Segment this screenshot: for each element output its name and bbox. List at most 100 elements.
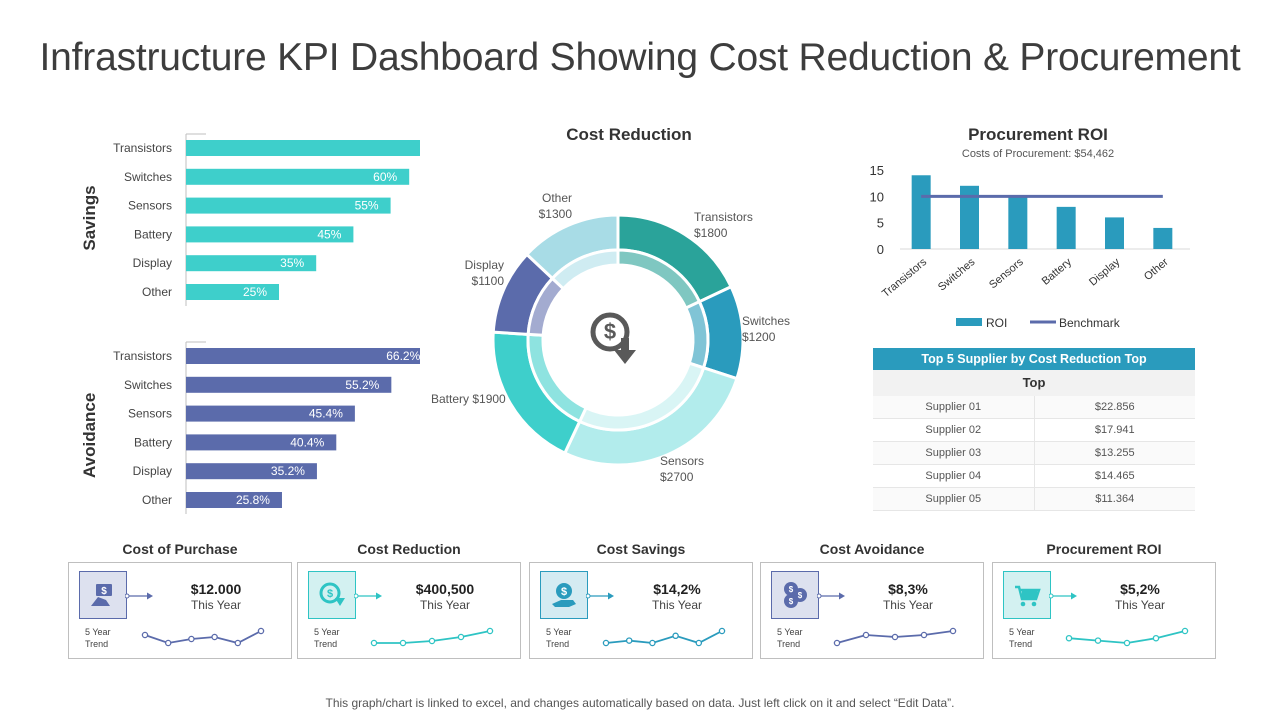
savings-bar xyxy=(186,197,391,214)
kpi-card: $ $14,2% This Year 5 Year Trend xyxy=(529,562,753,659)
roi-x-tick: Switches xyxy=(936,256,978,294)
roi-x-tick: Sensors xyxy=(987,256,1026,291)
roi-x-tick: Battery xyxy=(1040,256,1075,288)
kpi-sparkline xyxy=(141,627,265,647)
sparkline-point xyxy=(672,632,679,640)
sparkline-point xyxy=(234,639,242,647)
avoidance-category-label: Switches xyxy=(124,378,172,392)
roi-x-tick: Display xyxy=(1087,256,1123,289)
table-row: Supplier 01 $22.856 xyxy=(873,396,1195,419)
legend-benchmark-label: Benchmark xyxy=(1059,316,1121,330)
avoidance-category-label: Battery xyxy=(134,435,172,449)
sparkline-point xyxy=(486,627,494,635)
sparkline-point xyxy=(649,639,656,647)
sparkline-point xyxy=(399,639,407,647)
savings-category-label: Switches xyxy=(124,170,172,184)
money-hand-icon: $ xyxy=(79,571,127,619)
footer-note: This graph/chart is linked to excel, and… xyxy=(325,696,955,710)
sparkline-point xyxy=(370,639,378,647)
supplier-table-subheader: Top xyxy=(873,370,1195,396)
sparkline-point xyxy=(428,637,436,645)
svg-text:$: $ xyxy=(604,319,616,344)
table-row: Supplier 03 $13.255 xyxy=(873,442,1195,465)
kpi-title: Cost Avoidance xyxy=(819,541,925,557)
kpi-title: Procurement ROI xyxy=(1046,541,1162,557)
kpi-period: This Year xyxy=(882,598,934,612)
savings-bar xyxy=(186,140,420,156)
kpi-sparkline xyxy=(1065,627,1189,647)
savings-category-label: Transistors xyxy=(113,141,172,155)
cart-icon xyxy=(1003,571,1051,619)
roi-bar xyxy=(960,185,979,249)
roi-y-tick: 10 xyxy=(870,189,884,204)
svg-text:$: $ xyxy=(789,585,794,594)
sparkline-point xyxy=(188,635,195,643)
dollar-down-icon: $ xyxy=(308,571,356,619)
savings-category-label: Display xyxy=(133,256,172,270)
table-row: Supplier 05 $11.364 xyxy=(873,488,1195,511)
sparkline-point xyxy=(602,639,610,647)
kpi-period: This Year xyxy=(1114,598,1166,612)
donut-inner-slice xyxy=(550,248,620,291)
donut-slice-label: $1100 xyxy=(472,274,505,288)
sparkline-point xyxy=(862,631,870,639)
legend-roi-label: ROI xyxy=(986,316,1007,330)
procurement-roi-title: Procurement ROI xyxy=(968,125,1108,144)
procurement-roi-subtitle: Costs of Procurement: $54,462 xyxy=(961,148,1115,160)
roi-x-tick: Transistors xyxy=(880,256,929,300)
avoidance-value-label: 45.4% xyxy=(309,407,343,421)
cost-reduction-donut-chart: Transistors $1800 Switches $1200 Sensors $270… xyxy=(431,191,790,484)
kpi-arrow-icon xyxy=(817,592,845,600)
sparkline-point xyxy=(1152,634,1160,642)
kpi-trend-label: 5 Year Trend xyxy=(1009,627,1035,649)
roi-y-tick: 5 xyxy=(877,216,884,231)
donut-slice-label: $2700 xyxy=(660,470,694,484)
supplier-value: $17.941 xyxy=(1033,419,1196,441)
roi-x-tick: Other xyxy=(1142,256,1171,283)
supplier-name: Supplier 02 xyxy=(925,424,982,436)
kpi-arrow-icon xyxy=(1049,592,1077,600)
roi-bar xyxy=(1056,206,1076,249)
sparkline-point xyxy=(457,633,465,641)
svg-text:$: $ xyxy=(327,588,333,600)
kpi-card: $ $12.000 This Year 5 Year Trend xyxy=(68,562,292,659)
avoidance-bar xyxy=(186,434,337,451)
savings-value-label: 55% xyxy=(355,199,379,213)
supplier-value: $22.856 xyxy=(1033,396,1196,418)
kpi-title: Cost of Purchase xyxy=(122,541,238,557)
avoidance-bar xyxy=(186,492,282,508)
sparkline-point xyxy=(833,639,841,647)
kpi-arrow-icon xyxy=(586,592,614,600)
kpi-value: $12.000 xyxy=(190,581,242,597)
sparkline-point xyxy=(920,631,928,639)
roi-y-tick: 0 xyxy=(877,242,884,257)
avoidance-category-label: Other xyxy=(142,493,172,507)
svg-text:$: $ xyxy=(789,597,794,606)
supplier-table-title: Top 5 Supplier by Cost Reduction Top xyxy=(873,348,1195,370)
supplier-name: Supplier 01 xyxy=(925,401,982,413)
avoidance-category-label: Display xyxy=(133,464,172,478)
savings-bar xyxy=(186,255,317,272)
avoidance-category-label: Transistors xyxy=(113,349,172,363)
supplier-name: Supplier 05 xyxy=(925,493,982,505)
avoidance-category-label: Sensors xyxy=(128,407,172,421)
supplier-value: $13.255 xyxy=(1033,442,1196,464)
avoidance-bar-chart: Transistors 66.2% Switches 55.2% Sensors 45.4… xyxy=(113,341,420,514)
donut-inner-slice xyxy=(683,299,710,370)
kpi-sparkline xyxy=(833,627,957,647)
sparkline-point xyxy=(695,639,703,647)
avoidance-bar xyxy=(186,405,355,422)
supplier-table-body: Supplier 01 $22.856 Supplier 02 $17.941 … xyxy=(873,396,1195,511)
kpi-sparkline xyxy=(602,627,726,647)
kpi-arrow-icon xyxy=(125,592,153,600)
roi-bar xyxy=(1153,227,1173,249)
supplier-value: $11.364 xyxy=(1033,488,1196,510)
avoidance-bar xyxy=(186,376,392,393)
sparkline-point xyxy=(1123,639,1131,647)
savings-value-label: 25% xyxy=(243,285,267,299)
roi-bar xyxy=(911,175,931,249)
savings-bar xyxy=(186,284,279,300)
savings-value-label: 35% xyxy=(280,256,304,270)
table-row: Supplier 02 $17.941 xyxy=(873,419,1195,442)
